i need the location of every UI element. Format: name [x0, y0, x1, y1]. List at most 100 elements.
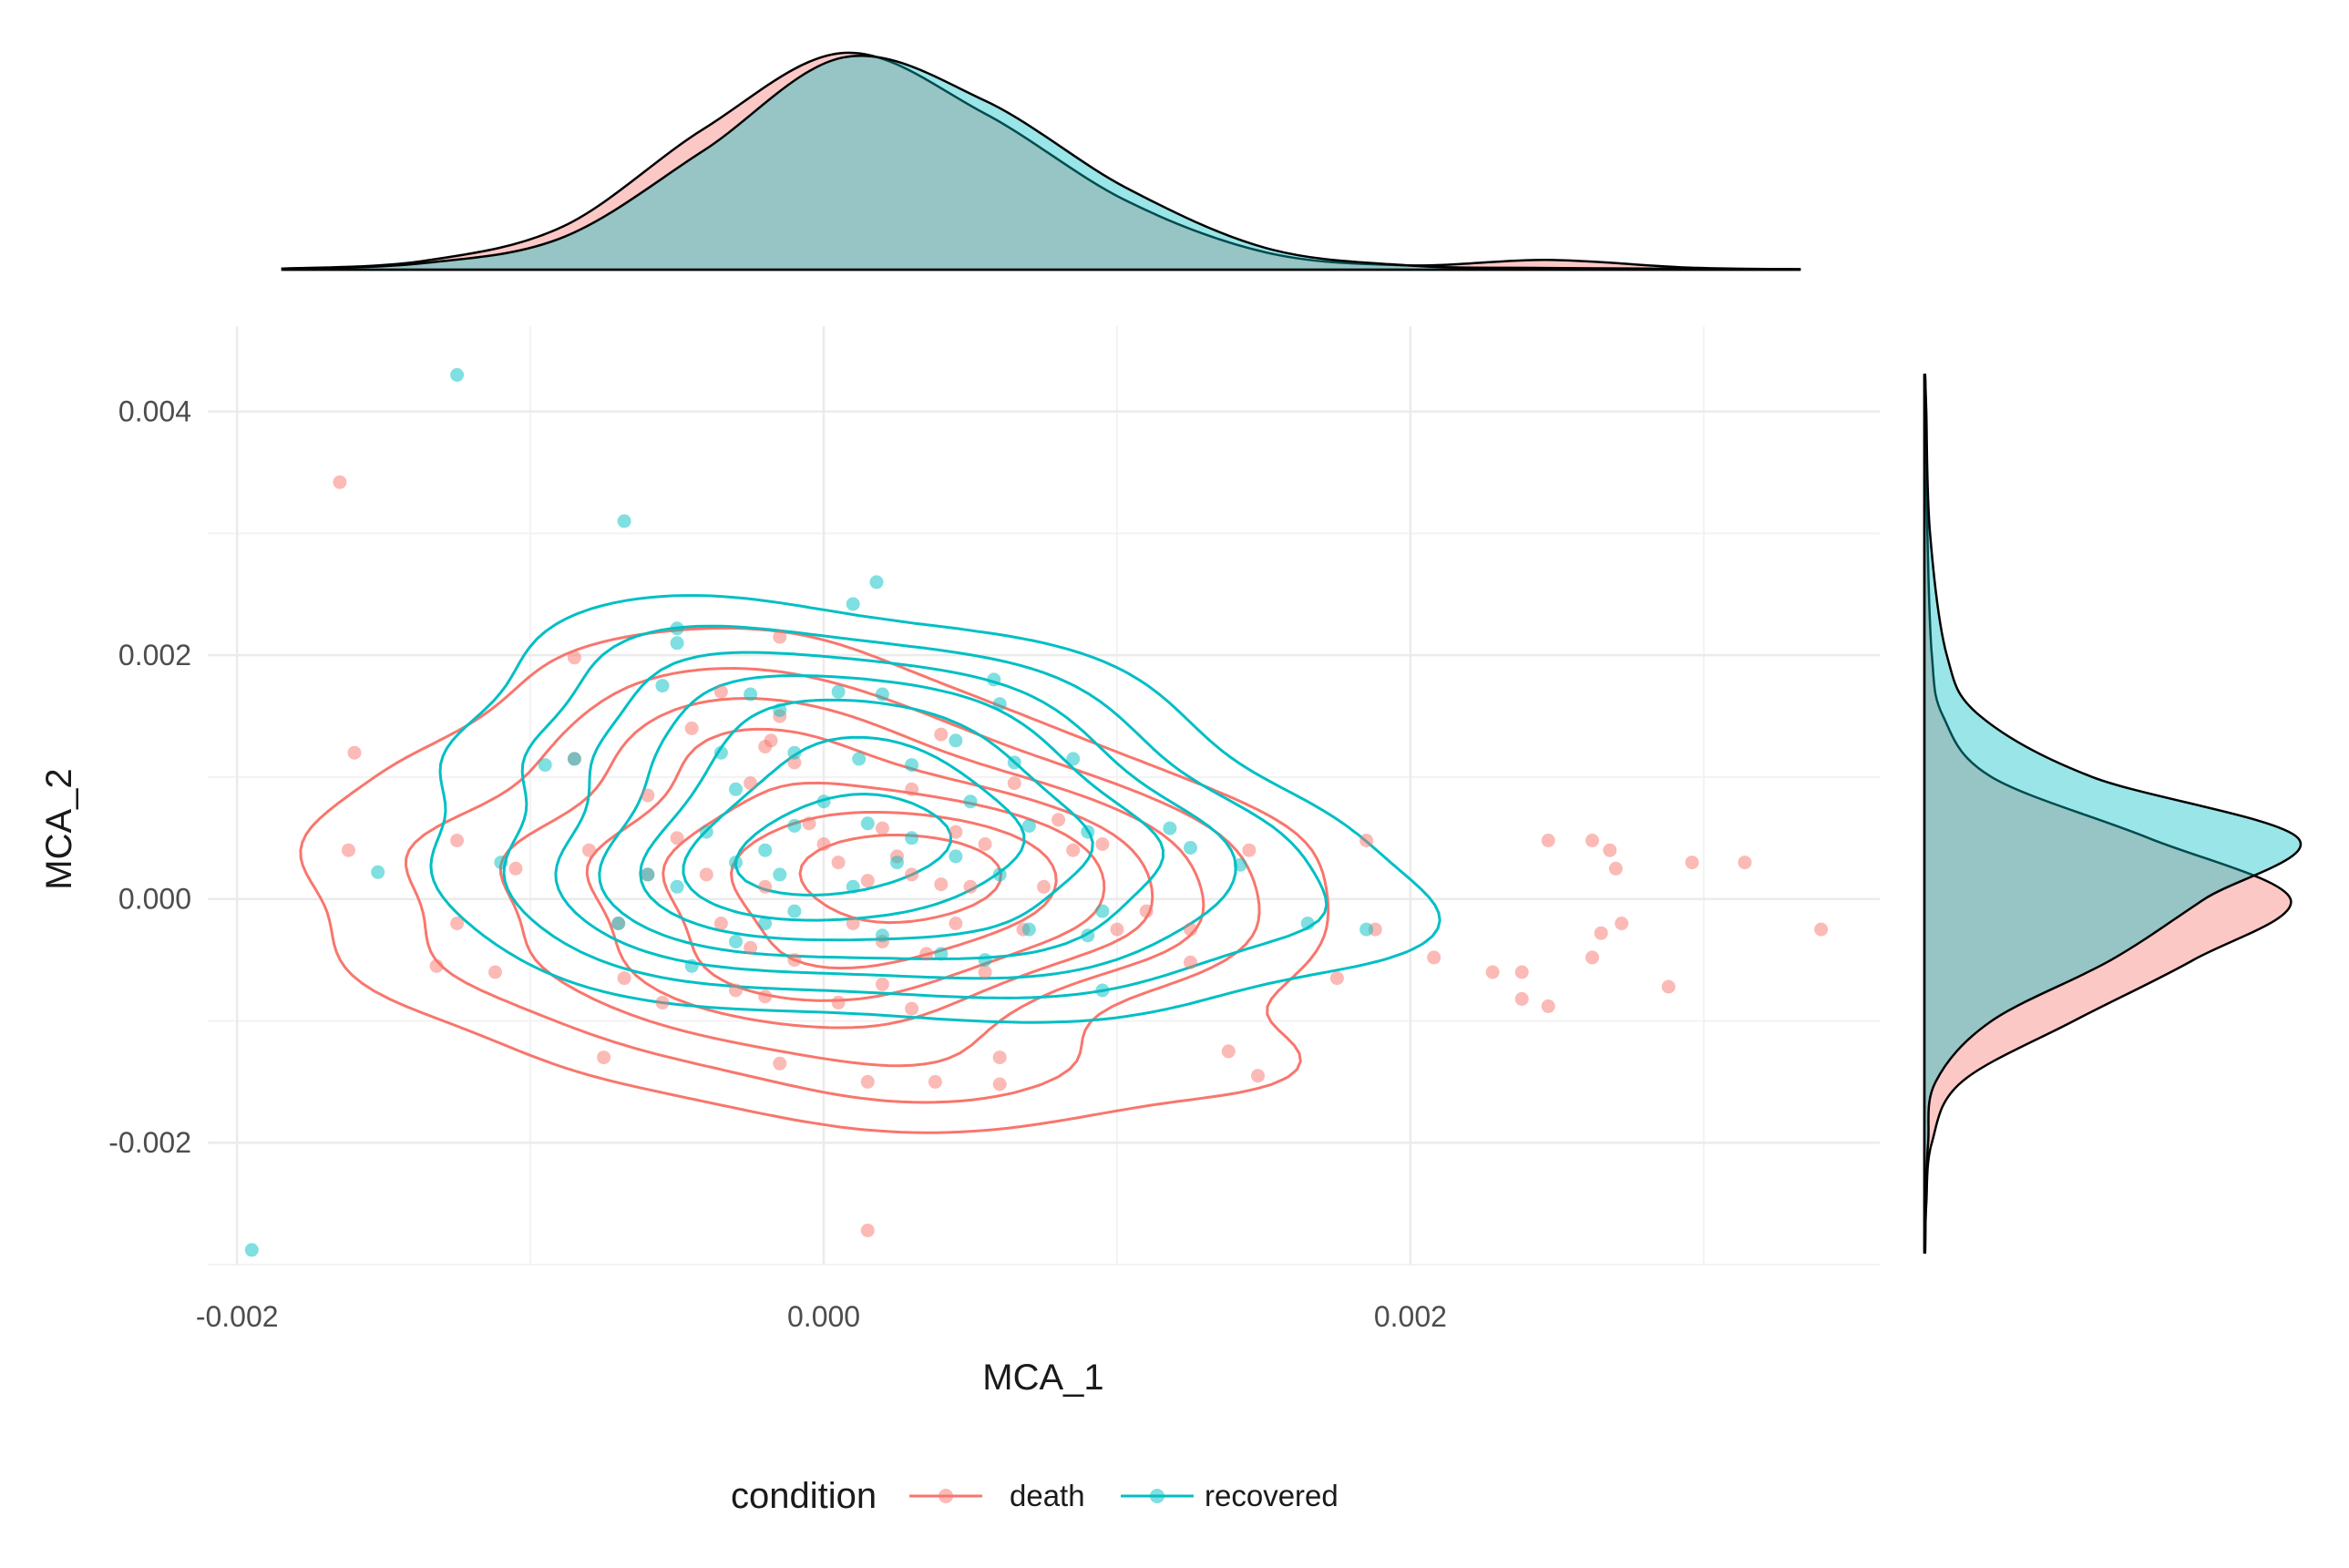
point-recovered: [758, 843, 773, 857]
legend-title: condition: [731, 1476, 877, 1516]
legend-entry-recovered: recovered: [1121, 1479, 1339, 1512]
point-recovered: [1163, 821, 1177, 835]
point-death: [1485, 965, 1500, 979]
y-tick-label: 0.004: [118, 395, 191, 428]
point-recovered: [1021, 922, 1036, 937]
point-recovered: [773, 867, 787, 882]
point-recovered: [538, 758, 552, 773]
point-death: [1615, 917, 1629, 930]
point-death: [1514, 965, 1529, 979]
point-death: [773, 630, 787, 644]
point-recovered: [729, 782, 743, 796]
point-death: [919, 947, 934, 961]
point-death: [860, 1074, 875, 1089]
point-death: [928, 1074, 942, 1089]
point-death: [1603, 843, 1617, 857]
point-death: [802, 816, 816, 831]
point-recovered: [641, 867, 655, 882]
point-death: [342, 843, 355, 857]
point-recovered: [773, 702, 787, 717]
point-death: [992, 1050, 1007, 1065]
point-death: [641, 788, 655, 803]
point-recovered: [1184, 841, 1197, 855]
point-death: [1814, 922, 1829, 937]
point-death: [949, 825, 963, 839]
point-recovered: [949, 733, 963, 748]
point-death: [1329, 971, 1344, 986]
y-tick-label: 0.002: [118, 639, 191, 671]
point-death: [450, 834, 465, 847]
point-death: [1221, 1044, 1236, 1059]
point-death: [508, 861, 523, 876]
point-death: [582, 843, 596, 857]
legend-key-point-recovered: [1150, 1489, 1164, 1503]
point-death: [1007, 776, 1021, 791]
point-death: [1427, 950, 1441, 965]
top-density-death: [281, 51, 1801, 272]
point-recovered: [846, 597, 860, 611]
point-death: [670, 831, 684, 845]
point-death: [567, 651, 581, 665]
point-recovered: [1095, 983, 1110, 998]
point-recovered: [1007, 755, 1021, 770]
point-recovered: [787, 904, 802, 918]
point-death: [875, 977, 889, 991]
y-tick-label: 0.000: [118, 883, 191, 916]
point-recovered: [567, 752, 581, 766]
point-death: [860, 874, 875, 888]
point-recovered: [992, 867, 1007, 882]
point-recovered: [729, 935, 743, 948]
x-tick-label: 0.002: [1374, 1300, 1447, 1333]
point-death: [963, 879, 978, 894]
point-death: [1359, 834, 1374, 847]
point-death: [934, 877, 949, 892]
point-death: [1066, 843, 1081, 857]
point-death: [1037, 879, 1051, 894]
x-axis-title: MCA_1: [982, 1358, 1103, 1398]
point-recovered: [816, 794, 831, 809]
contour-recovered: [682, 735, 1026, 922]
legend: condition death recovered: [731, 1476, 1339, 1516]
point-death: [1594, 926, 1608, 940]
legend-label-death: death: [1010, 1479, 1085, 1512]
point-recovered: [1300, 917, 1315, 930]
point-death: [831, 856, 846, 870]
top-density-recovered: [281, 55, 1801, 272]
point-death: [978, 965, 992, 979]
point-recovered: [758, 917, 773, 930]
point-death: [597, 1050, 611, 1065]
point-recovered: [655, 679, 670, 693]
contour-death: [498, 697, 1205, 1068]
y-tick-label: -0.002: [108, 1126, 191, 1159]
right-marginal-density: [1923, 374, 2303, 1254]
point-recovered: [244, 1243, 259, 1257]
point-death: [1585, 834, 1599, 847]
point-recovered: [992, 697, 1007, 712]
point-recovered: [1081, 928, 1095, 943]
point-death: [1585, 950, 1599, 965]
point-death: [787, 953, 802, 968]
scatter-points: [244, 368, 1829, 1257]
point-recovered: [611, 917, 626, 930]
top-marginal-density: [281, 51, 1801, 272]
point-recovered: [890, 856, 904, 870]
point-recovered: [905, 758, 919, 773]
point-recovered: [869, 575, 884, 589]
point-recovered: [875, 928, 889, 943]
legend-label-recovered: recovered: [1205, 1479, 1339, 1512]
point-death: [1095, 837, 1110, 851]
point-death: [1184, 955, 1197, 969]
point-death: [773, 1056, 787, 1071]
point-death: [699, 867, 713, 882]
point-death: [992, 1077, 1007, 1091]
point-death: [1051, 813, 1066, 827]
point-death: [1541, 834, 1555, 847]
point-death: [1110, 922, 1124, 937]
point-recovered: [1095, 904, 1110, 918]
point-death: [450, 917, 465, 930]
point-recovered: [744, 687, 758, 702]
x-tick-label: 0.000: [787, 1300, 860, 1333]
point-death: [949, 917, 963, 930]
